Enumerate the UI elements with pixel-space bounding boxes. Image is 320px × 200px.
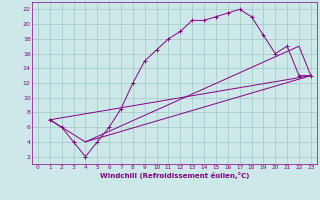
X-axis label: Windchill (Refroidissement éolien,°C): Windchill (Refroidissement éolien,°C)	[100, 172, 249, 179]
